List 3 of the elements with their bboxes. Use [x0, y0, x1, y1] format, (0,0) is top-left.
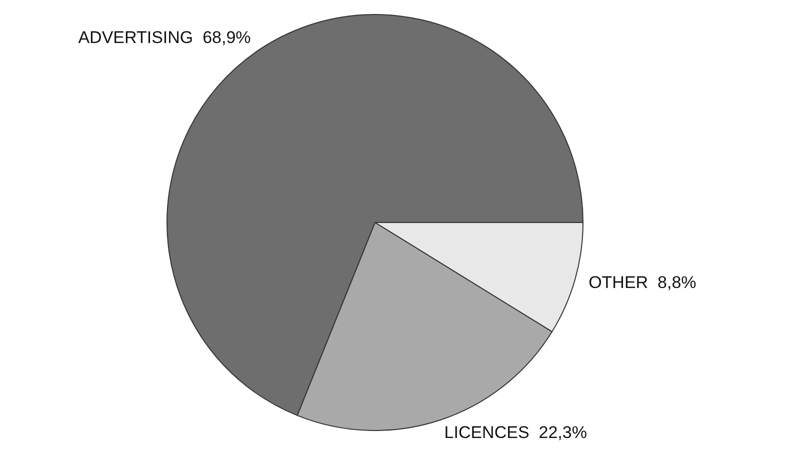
slice-label: ADVERTISING 68,9% — [78, 28, 251, 48]
slice-label: LICENCES 22,3% — [444, 423, 587, 442]
slice-label: OTHER 8,8% — [588, 272, 696, 292]
